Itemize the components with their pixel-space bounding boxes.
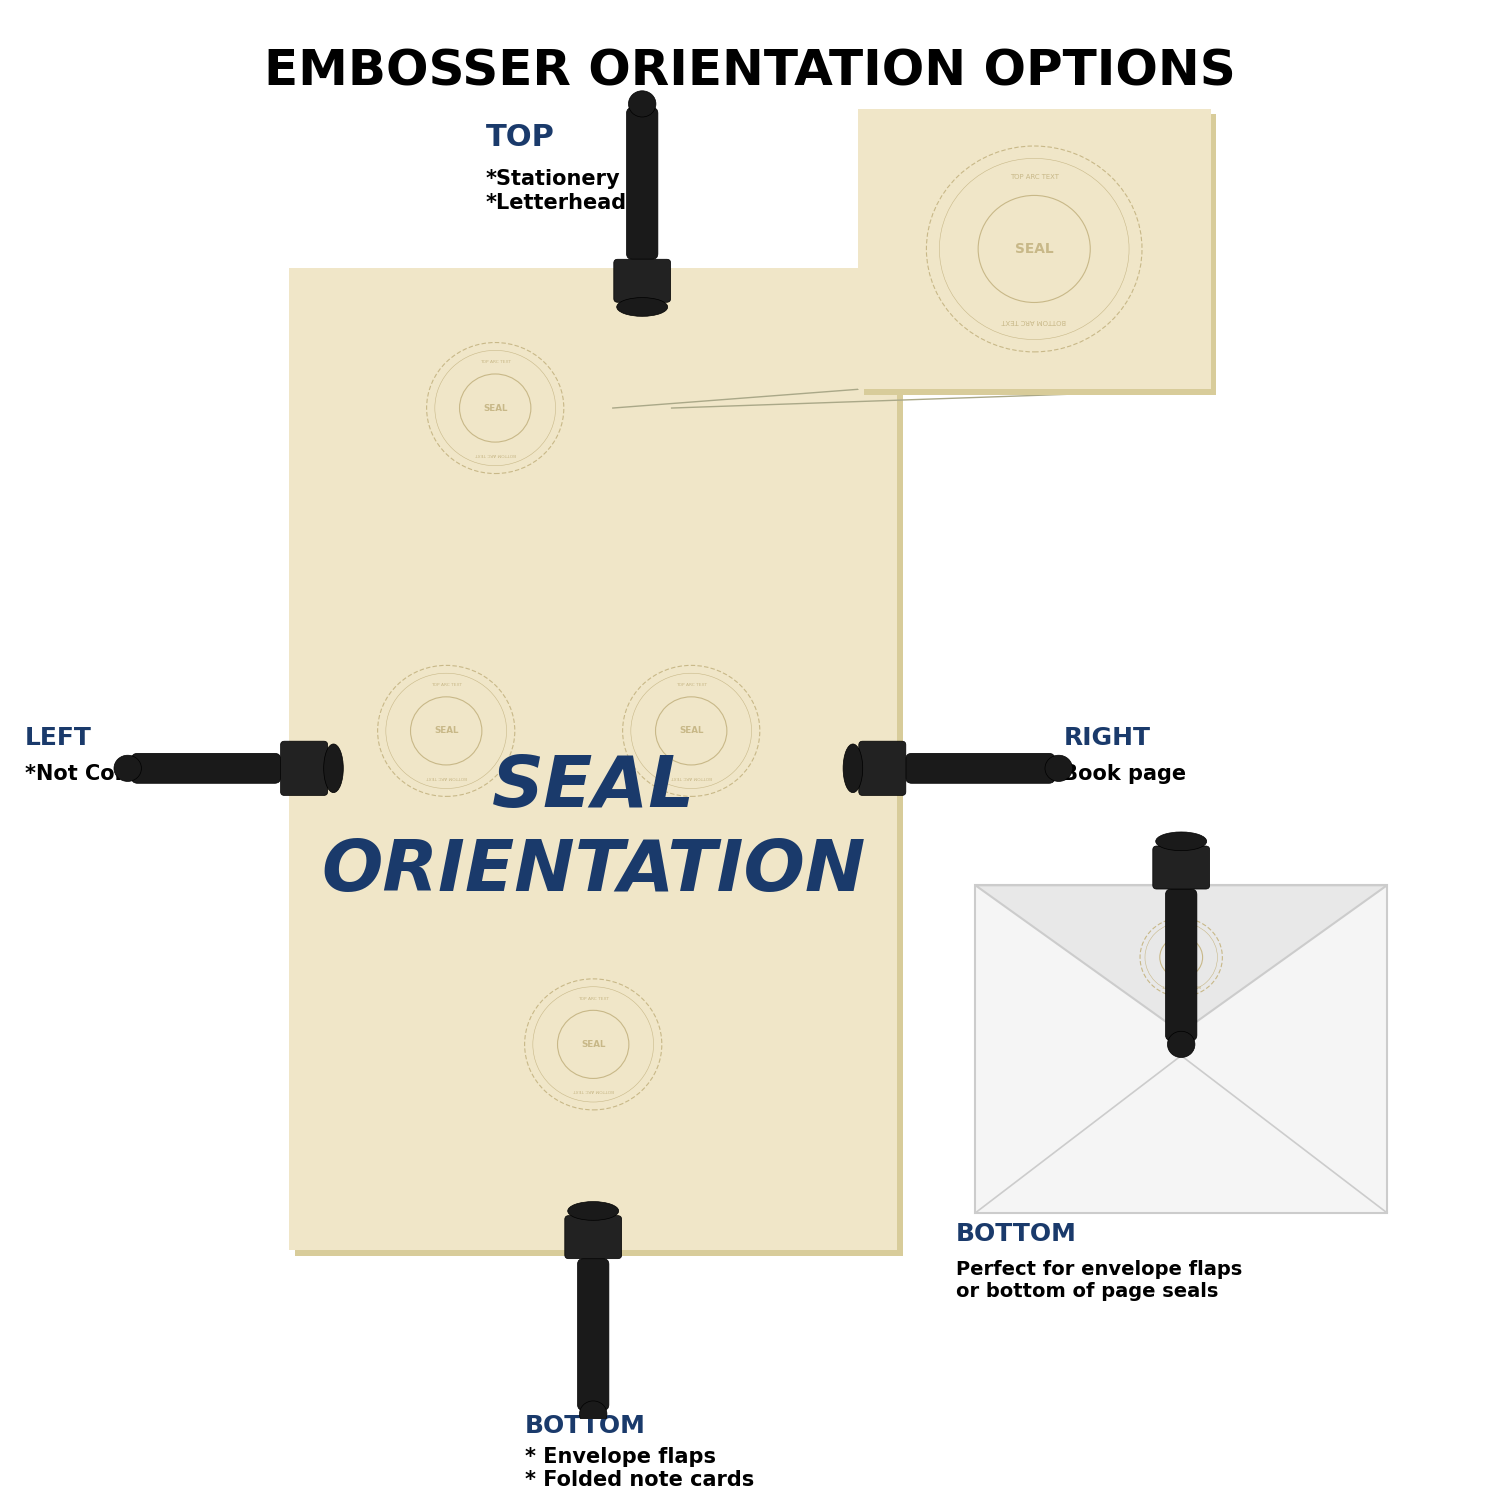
FancyBboxPatch shape bbox=[864, 114, 1216, 394]
Text: TOP ARC TEXT: TOP ARC TEXT bbox=[578, 996, 609, 1000]
Text: TOP ARC TEXT: TOP ARC TEXT bbox=[480, 360, 510, 364]
FancyBboxPatch shape bbox=[290, 267, 897, 1251]
FancyBboxPatch shape bbox=[132, 753, 280, 783]
Text: LEFT: LEFT bbox=[26, 726, 92, 750]
Text: SEAL: SEAL bbox=[680, 726, 703, 735]
Text: SEAL: SEAL bbox=[1016, 242, 1053, 256]
Text: SEAL: SEAL bbox=[492, 753, 694, 822]
FancyBboxPatch shape bbox=[627, 108, 658, 260]
Text: TOP ARC TEXT: TOP ARC TEXT bbox=[1010, 174, 1059, 180]
Ellipse shape bbox=[616, 297, 668, 316]
Text: BOTTOM: BOTTOM bbox=[956, 1222, 1077, 1246]
Text: BOTTOM ARC TEXT: BOTTOM ARC TEXT bbox=[1162, 982, 1200, 987]
Text: * Envelope flaps
* Folded note cards: * Envelope flaps * Folded note cards bbox=[525, 1448, 754, 1490]
FancyBboxPatch shape bbox=[858, 108, 1210, 390]
Polygon shape bbox=[975, 885, 1388, 1032]
Ellipse shape bbox=[324, 744, 344, 792]
Text: TOP ARC TEXT: TOP ARC TEXT bbox=[675, 682, 706, 687]
Text: SEAL: SEAL bbox=[580, 1040, 606, 1048]
FancyBboxPatch shape bbox=[566, 1215, 621, 1258]
FancyBboxPatch shape bbox=[975, 885, 1388, 1214]
Text: * Book page: * Book page bbox=[1044, 764, 1186, 783]
Text: SEAL: SEAL bbox=[1172, 954, 1191, 960]
Text: SEAL: SEAL bbox=[433, 726, 459, 735]
Ellipse shape bbox=[1155, 833, 1206, 850]
Text: SEAL: SEAL bbox=[483, 404, 507, 412]
Text: RIGHT: RIGHT bbox=[1064, 726, 1150, 750]
Text: ORIENTATION: ORIENTATION bbox=[321, 837, 866, 906]
Circle shape bbox=[1167, 1032, 1196, 1058]
Circle shape bbox=[1046, 754, 1072, 782]
FancyBboxPatch shape bbox=[280, 741, 327, 795]
FancyBboxPatch shape bbox=[859, 741, 906, 795]
Text: BOTTOM ARC TEXT: BOTTOM ARC TEXT bbox=[670, 774, 711, 778]
Circle shape bbox=[628, 92, 656, 117]
Text: BOTTOM: BOTTOM bbox=[525, 1414, 645, 1438]
Text: Perfect for envelope flaps
or bottom of page seals: Perfect for envelope flaps or bottom of … bbox=[956, 1260, 1242, 1300]
Text: TOP: TOP bbox=[486, 123, 555, 152]
Text: BOTTOM ARC TEXT: BOTTOM ARC TEXT bbox=[573, 1088, 614, 1092]
FancyBboxPatch shape bbox=[578, 1258, 609, 1410]
Text: TOP ARC TEXT: TOP ARC TEXT bbox=[430, 682, 462, 687]
Ellipse shape bbox=[843, 744, 862, 792]
Text: BOTTOM ARC TEXT: BOTTOM ARC TEXT bbox=[1002, 318, 1066, 324]
Text: TOP ARC TEXT: TOP ARC TEXT bbox=[1167, 928, 1196, 932]
Text: EMBOSSER ORIENTATION OPTIONS: EMBOSSER ORIENTATION OPTIONS bbox=[264, 46, 1236, 94]
FancyBboxPatch shape bbox=[1166, 890, 1197, 1041]
Text: *Not Common: *Not Common bbox=[26, 764, 188, 783]
Text: *Stationery
*Letterhead: *Stationery *Letterhead bbox=[486, 170, 627, 213]
Text: BOTTOM ARC TEXT: BOTTOM ARC TEXT bbox=[426, 774, 466, 778]
FancyBboxPatch shape bbox=[906, 753, 1054, 783]
FancyBboxPatch shape bbox=[1154, 846, 1209, 889]
Text: BOTTOM ARC TEXT: BOTTOM ARC TEXT bbox=[476, 452, 516, 456]
Circle shape bbox=[579, 1401, 608, 1426]
FancyBboxPatch shape bbox=[296, 273, 903, 1256]
Circle shape bbox=[114, 754, 141, 782]
FancyBboxPatch shape bbox=[614, 260, 670, 303]
Ellipse shape bbox=[567, 1202, 618, 1221]
